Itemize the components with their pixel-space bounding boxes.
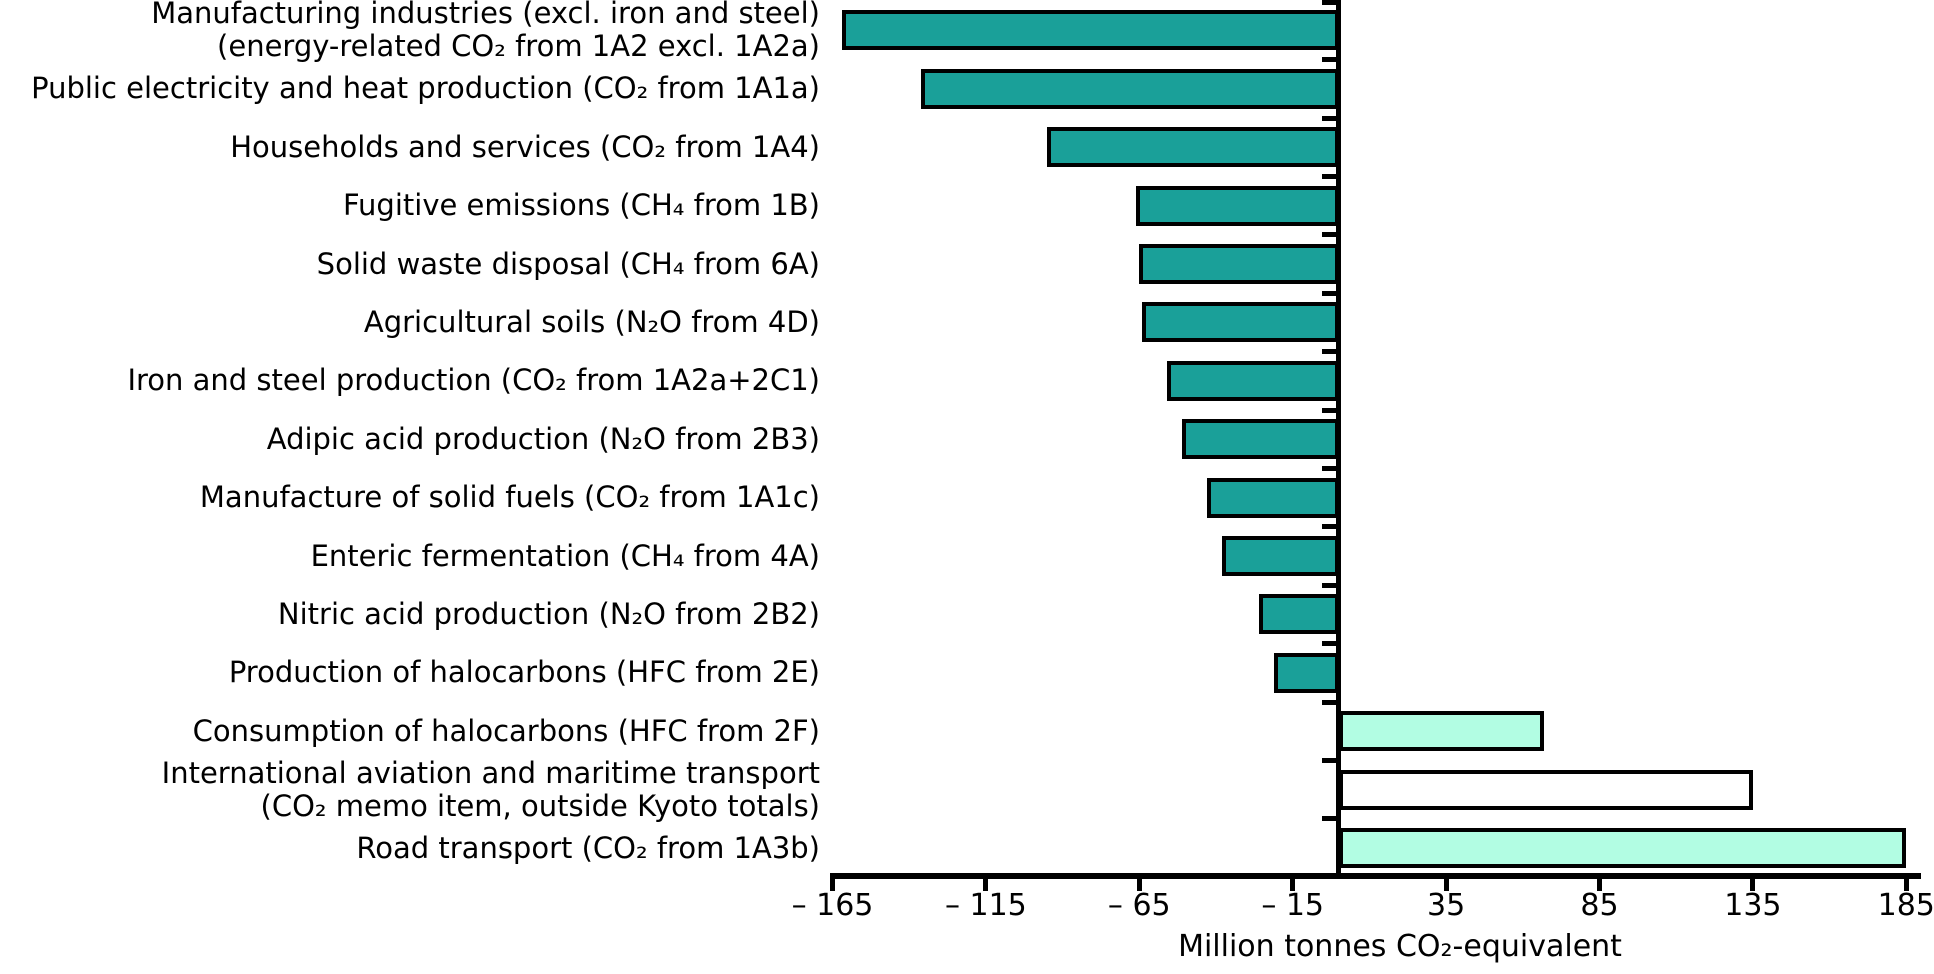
category-label-line: Agricultural soils (N₂O from 4D) <box>363 304 820 339</box>
category-label-line: (energy-related CO₂ from 1A2 excl. 1A2a) <box>217 29 820 64</box>
category-label: Public electricity and heat production (… <box>0 72 820 105</box>
category-label-line: Enteric fermentation (CH₄ from 4A) <box>310 538 820 573</box>
category-label: Production of halocarbons (HFC from 2E) <box>0 656 820 689</box>
chart-bar <box>1047 127 1339 168</box>
category-label-line: Iron and steel production (CO₂ from 1A2a… <box>127 363 820 398</box>
category-boundary-tick <box>1322 582 1337 588</box>
category-label: Households and services (CO₂ from 1A4) <box>0 129 820 164</box>
category-label: Agricultural soils (N₂O from 4D) <box>0 304 820 339</box>
category-boundary-tick <box>1322 407 1337 413</box>
x-axis-tick-label: – 115 <box>944 888 1027 923</box>
category-boundary-tick <box>1322 816 1337 822</box>
x-axis-tick-label: 35 <box>1426 888 1466 923</box>
chart-bar <box>1142 302 1339 343</box>
chart-bar <box>921 68 1339 109</box>
category-boundary-tick <box>1322 699 1337 705</box>
x-axis-tick-label: 85 <box>1580 888 1619 923</box>
category-label: Road transport (CO₂ from 1A3b) <box>0 830 820 865</box>
category-label-line: Public electricity and heat production (… <box>31 71 820 106</box>
category-boundary-tick <box>1322 641 1337 647</box>
y-axis-line <box>1336 0 1342 879</box>
x-axis-tick <box>1443 879 1449 891</box>
category-label: Adipic acid production (N₂O from 2B3) <box>0 421 820 456</box>
category-boundary-tick <box>1322 232 1337 238</box>
x-axis-tick <box>1596 879 1602 891</box>
x-axis-tick-label: 135 <box>1724 888 1782 923</box>
category-label: Iron and steel production (CO₂ from 1A2a… <box>0 364 820 397</box>
x-axis-tick <box>1290 879 1296 891</box>
x-axis-tick-label: 185 <box>1877 888 1934 923</box>
category-boundary-tick <box>1322 524 1337 530</box>
x-axis-tick-label: – 15 <box>1261 888 1325 923</box>
chart-bar <box>1338 828 1907 868</box>
category-boundary-tick <box>1322 0 1337 5</box>
category-label: Enteric fermentation (CH₄ from 4A) <box>0 538 820 573</box>
x-axis-tick <box>1136 879 1142 891</box>
category-label: Manufacture of solid fuels (CO₂ from 1A1… <box>0 481 820 514</box>
category-boundary-tick <box>1322 115 1337 121</box>
category-boundary-tick <box>1322 173 1337 179</box>
category-label-line: Fugitive emissions (CH₄ from 1B) <box>342 188 820 223</box>
x-axis-tick-label: – 165 <box>791 888 874 923</box>
category-label-line: Households and services (CO₂ from 1A4) <box>230 129 820 164</box>
x-axis-tick <box>829 879 835 891</box>
category-label-line: Nitric acid production (N₂O from 2B2) <box>277 596 820 631</box>
chart-bar <box>1274 652 1339 693</box>
chart-bar <box>1182 419 1339 460</box>
chart-bar <box>1222 536 1339 576</box>
chart-bar <box>1206 477 1339 518</box>
chart-bar <box>841 10 1339 51</box>
category-label-line: Adipic acid production (N₂O from 2B3) <box>266 421 820 456</box>
category-label-line: Manufacture of solid fuels (CO₂ from 1A1… <box>199 480 820 515</box>
category-label: Manufacturing industries (excl. iron and… <box>0 0 820 63</box>
category-label-line: International aviation and maritime tran… <box>161 755 820 790</box>
category-label-line: Road transport (CO₂ from 1A3b) <box>356 830 820 865</box>
x-axis-line <box>830 873 1921 879</box>
category-label: Solid waste disposal (CH₄ from 6A) <box>0 246 820 281</box>
chart-bar <box>1258 594 1339 635</box>
category-label-line: Manufacturing industries (excl. iron and… <box>151 0 820 31</box>
chart-bar <box>1139 244 1339 284</box>
category-label: Fugitive emissions (CH₄ from 1B) <box>0 189 820 222</box>
x-axis-tick-label: – 65 <box>1107 888 1171 923</box>
category-label: Consumption of halocarbons (HFC from 2F) <box>0 713 820 748</box>
x-axis-tick <box>1750 879 1756 891</box>
category-boundary-tick <box>1322 57 1337 63</box>
category-boundary-tick <box>1322 349 1337 355</box>
chart-bar <box>1166 360 1339 401</box>
category-label-line: Production of halocarbons (HFC from 2E) <box>228 655 820 690</box>
category-boundary-tick <box>1322 290 1337 296</box>
x-axis-tick <box>983 879 989 891</box>
chart-bar <box>1338 711 1545 752</box>
chart-bar <box>1338 769 1753 810</box>
category-label-line: Consumption of halocarbons (HFC from 2F) <box>192 713 820 748</box>
category-boundary-tick <box>1322 465 1337 471</box>
category-label: International aviation and maritime tran… <box>0 755 821 823</box>
category-label-line: (CO₂ memo item, outside Kyoto totals) <box>260 788 821 823</box>
category-boundary-tick <box>1322 757 1337 763</box>
x-axis-tick <box>1903 879 1909 891</box>
category-label-line: Solid waste disposal (CH₄ from 6A) <box>316 246 820 281</box>
x-axis-title: Million tonnes CO₂-equivalent <box>1178 929 1622 964</box>
category-label: Nitric acid production (N₂O from 2B2) <box>0 596 820 631</box>
chart-bar <box>1136 185 1339 226</box>
